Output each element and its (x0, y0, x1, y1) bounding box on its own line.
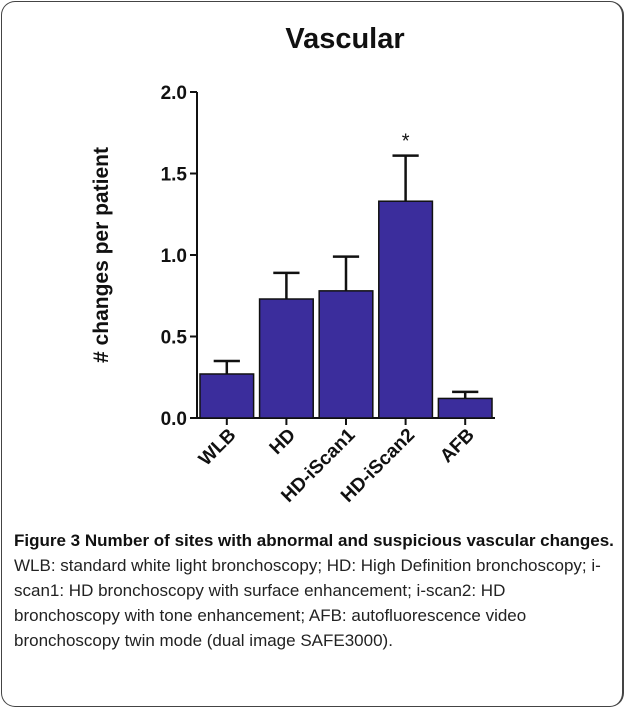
bar (258, 298, 314, 419)
y-tick-label: 1.0 (161, 246, 187, 267)
chart-title: Vascular (285, 23, 404, 55)
y-axis-label: # changes per patient (90, 147, 113, 363)
x-tick-label: HD (266, 425, 300, 459)
bar (199, 373, 255, 419)
y-tick-label: 2.0 (161, 83, 187, 104)
y-tick-label: 0.5 (161, 328, 188, 349)
bar (378, 200, 434, 419)
x-tick-label: WLB (195, 425, 240, 470)
caption: Figure 3 Number of sites with abnormal a… (14, 528, 614, 653)
annotation: * (402, 131, 410, 153)
chart: Vascular # changes per patient 0.0 0.5 1.0… (90, 23, 495, 507)
caption-text: WLB: standard white light bronchoscopy; … (14, 556, 601, 650)
bar (437, 397, 493, 419)
bar (318, 290, 374, 419)
caption-title: Figure 3 Number of sites with abnormal a… (14, 531, 614, 550)
y-tick-label: 0.0 (161, 409, 187, 430)
y-tick-label: 1.5 (161, 165, 188, 186)
x-tick-label: AFB (436, 425, 478, 467)
